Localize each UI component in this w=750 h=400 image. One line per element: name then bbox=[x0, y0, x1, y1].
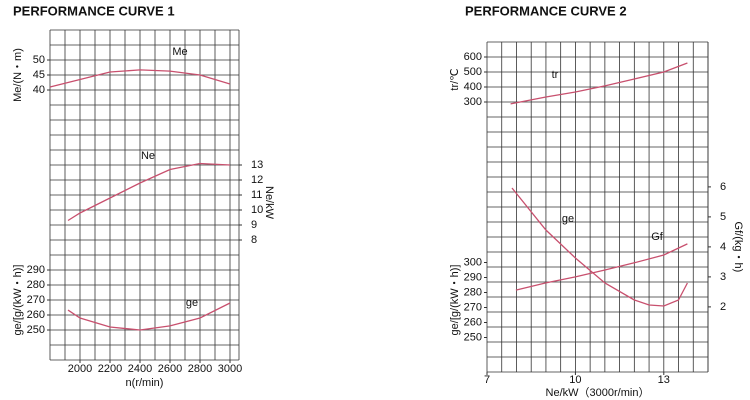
x-tick-label: 2800 bbox=[188, 363, 212, 375]
x-tick-label: 2000 bbox=[68, 363, 92, 375]
x-axis-label: Ne/kW（3000r/min） bbox=[546, 386, 650, 399]
curve bbox=[510, 62, 688, 105]
y-tick-label: 300 bbox=[464, 96, 482, 108]
y-tick-label: 260 bbox=[27, 309, 45, 321]
curve bbox=[511, 187, 688, 307]
y-axis-label: Gf/(kg・h) bbox=[732, 222, 744, 273]
x-tick-label: 3000 bbox=[218, 363, 242, 375]
y-tick-label: 13 bbox=[251, 159, 263, 171]
y-axis-label: ge/[g/(kW・h)] bbox=[449, 265, 461, 336]
y-tick-label: 300 bbox=[464, 256, 482, 268]
y-tick-label: 45 bbox=[33, 69, 45, 81]
y-tick-label: 2 bbox=[720, 301, 726, 313]
series-label: Ne bbox=[141, 150, 155, 162]
chart-title: PERFORMANCE CURVE 1 bbox=[13, 3, 175, 18]
y-axis-label: tr/℃ bbox=[449, 68, 461, 90]
y-tick-label: 280 bbox=[464, 286, 482, 298]
x-tick-label: 10 bbox=[569, 374, 581, 386]
x-tick-label: 2400 bbox=[128, 363, 152, 375]
y-tick-label: 260 bbox=[464, 316, 482, 328]
curve bbox=[67, 162, 231, 222]
y-tick-label: 6 bbox=[720, 181, 726, 193]
y-tick-label: 250 bbox=[27, 324, 45, 336]
y-tick-label: 3 bbox=[720, 271, 726, 283]
x-tick-label: 2600 bbox=[158, 363, 182, 375]
y-tick-label: 8 bbox=[251, 234, 257, 246]
y-tick-label: 9 bbox=[251, 219, 257, 231]
y-tick-label: 270 bbox=[464, 301, 482, 313]
curve bbox=[67, 302, 231, 331]
y-tick-label: 400 bbox=[464, 81, 482, 93]
x-tick-label: 7 bbox=[484, 374, 490, 386]
series-label: tr bbox=[552, 69, 559, 81]
y-tick-label: 250 bbox=[464, 331, 482, 343]
y-tick-label: 500 bbox=[464, 66, 482, 78]
y-tick-label: 40 bbox=[33, 84, 45, 96]
series-label: Me bbox=[172, 46, 187, 58]
y-tick-label: 12 bbox=[251, 174, 263, 186]
series-label: ge bbox=[562, 213, 574, 225]
x-tick-label: 2200 bbox=[98, 363, 122, 375]
y-tick-label: 270 bbox=[27, 294, 45, 306]
y-tick-label: 10 bbox=[251, 204, 263, 216]
y-tick-label: 11 bbox=[251, 189, 262, 201]
y-axis-label: Ne/kW bbox=[263, 186, 275, 220]
y-tick-label: 290 bbox=[464, 271, 482, 283]
series-label: Gf bbox=[651, 231, 664, 243]
y-tick-label: 290 bbox=[27, 264, 45, 276]
y-tick-label: 600 bbox=[464, 51, 482, 63]
x-tick-label: 13 bbox=[658, 374, 670, 386]
y-axis-label: ge/[g/(kW・h)] bbox=[12, 265, 24, 336]
y-tick-label: 4 bbox=[720, 241, 726, 253]
y-axis-label: Me/(N・m) bbox=[12, 48, 24, 102]
y-tick-label: 5 bbox=[720, 211, 726, 223]
x-axis-label: n(r/min) bbox=[126, 377, 164, 389]
y-tick-label: 280 bbox=[27, 279, 45, 291]
curve bbox=[49, 69, 231, 88]
curve bbox=[515, 243, 688, 291]
series-label: ge bbox=[186, 297, 198, 309]
y-tick-label: 50 bbox=[33, 54, 45, 66]
chart-title: PERFORMANCE CURVE 2 bbox=[465, 3, 627, 18]
